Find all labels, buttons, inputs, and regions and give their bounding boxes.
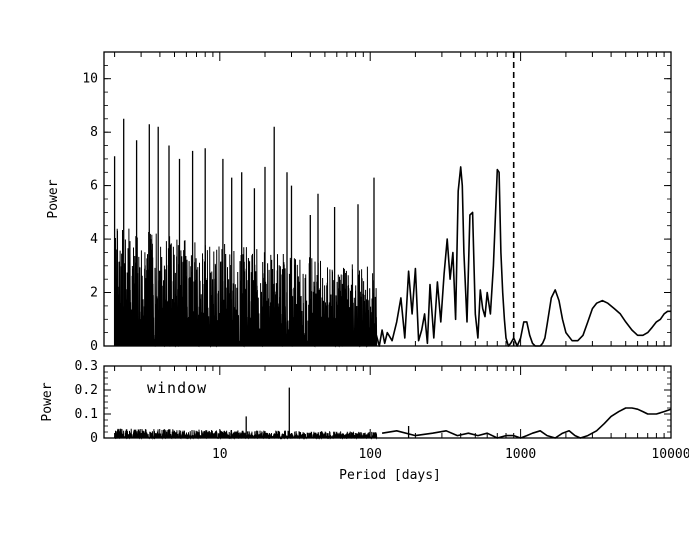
top-ytick-label-0: 0 [90,339,98,354]
bottom-panel-ticks: 0 0.1 0.2 0.3 10 100 1000 10000 [75,359,689,462]
top-ytick-label-1: 2 [90,286,98,301]
top-ytick-label-4: 8 [90,125,98,140]
top-ytick-label-2: 4 [90,232,98,247]
top-panel-series [113,52,671,348]
top-y-axis-label: Power [46,179,61,218]
bottom-y-axis-label: Power [40,382,55,421]
bottom-panel-series [114,387,672,440]
xtick-label-3: 10000 [651,447,689,462]
top-panel-ticks: 0 2 4 6 8 10 [82,51,672,354]
bottom-panel-frame [103,365,672,439]
bottom-ytick-label-3: 0.3 [75,359,98,374]
xtick-label-1: 100 [358,447,381,462]
x-axis-label: Period [days] [339,468,441,483]
top-panel: 0 2 4 6 8 10 Power [46,51,672,354]
bottom-smooth-curve [381,407,672,439]
bottom-ytick-label-2: 0.2 [75,383,98,398]
window-annotation: window [147,379,207,397]
top-noise-forest [114,228,378,348]
bottom-noise-forest [114,428,378,440]
xtick-label-0: 10 [212,447,228,462]
bottom-panel: 0 0.1 0.2 0.3 10 100 1000 10000 Power window Pe… [40,359,689,483]
top-ytick-label-5: 10 [82,72,98,87]
bottom-ytick-label-1: 0.1 [75,407,98,422]
xtick-label-2: 1000 [505,447,536,462]
top-ytick-label-3: 6 [90,179,98,194]
top-smooth-curve [375,166,671,347]
bottom-ytick-label-0: 0 [90,431,98,446]
